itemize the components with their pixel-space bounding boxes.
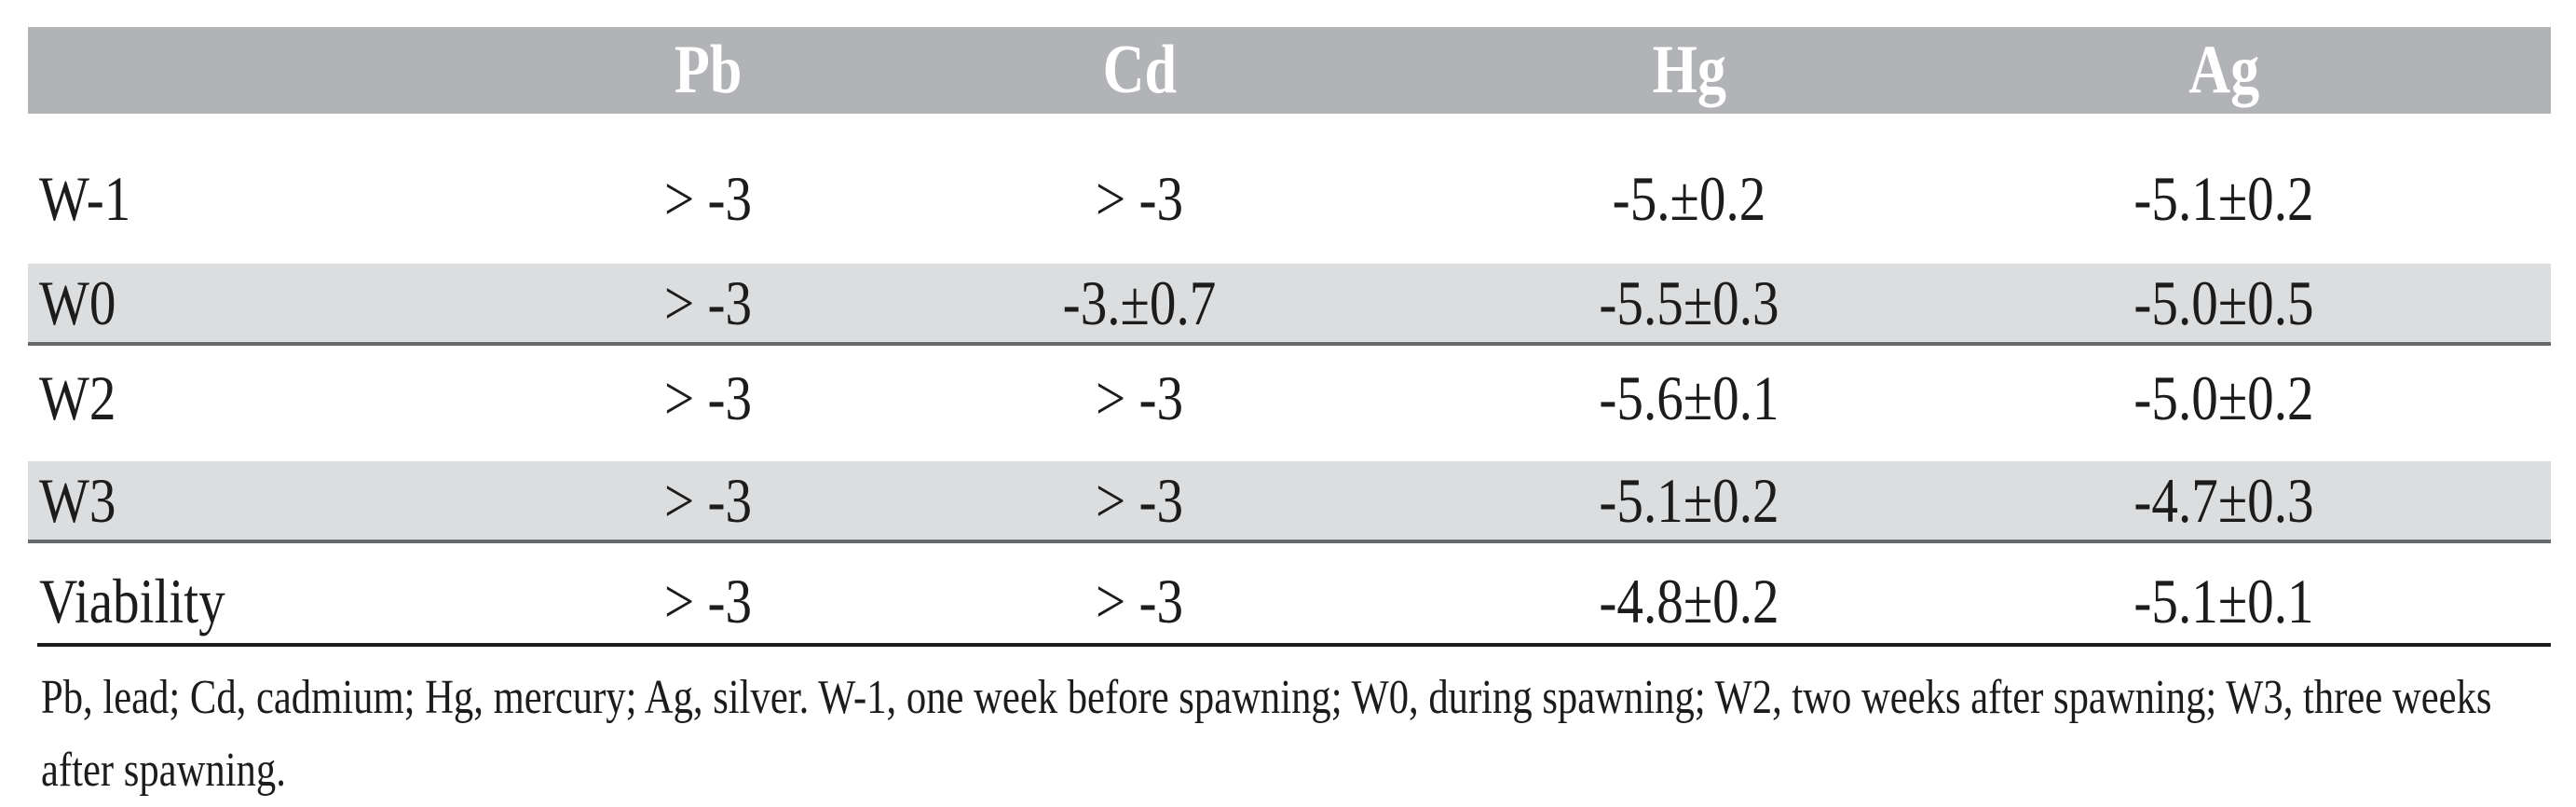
cell-w-1-ag: -5.1±0.2 (2133, 163, 2314, 234)
cell-viability-hg: -4.8±0.2 (1599, 566, 1779, 636)
cell-w2-pb: > -3 (663, 362, 753, 433)
column-header-cd: Cd (1102, 32, 1177, 108)
cell-viability-cd: > -3 (1095, 566, 1184, 636)
table-header-row: Pb Cd Hg Ag (28, 27, 2551, 114)
row-label-w2: W2 (39, 362, 116, 433)
cell-w0-hg: -5.5±0.3 (1599, 267, 1779, 338)
table-footnote-text: Pb, lead; Cd, cadmium; Hg, mercury; Ag, … (41, 671, 2492, 797)
cell-w2-ag: -5.0±0.2 (2133, 362, 2314, 433)
column-header-hg: Hg (1652, 32, 1726, 108)
cell-viability-pb: > -3 (663, 566, 753, 636)
table-row-viability: Viability > -3 > -3 -4.8±0.2 -5.1±0.1 (28, 543, 2551, 643)
table-row-w3: W3 > -3 > -3 -5.1±0.2 -4.7±0.3 (28, 461, 2551, 543)
cell-w3-pb: > -3 (663, 464, 753, 536)
row-label-w-1: W-1 (39, 163, 131, 234)
cell-w0-cd: -3.±0.7 (1062, 267, 1217, 338)
table-row-w-1: W-1 > -3 > -3 -5.±0.2 -5.1±0.2 (28, 114, 2551, 264)
cell-w-1-pb: > -3 (663, 163, 753, 234)
cell-w0-ag: -5.0±0.5 (2133, 267, 2314, 338)
table-row-w0: W0 > -3 -3.±0.7 -5.5±0.3 -5.0±0.5 (28, 264, 2551, 346)
cell-w2-hg: -5.6±0.1 (1599, 362, 1779, 433)
table-bottom-rule (37, 643, 2551, 647)
row-label-w3: W3 (39, 464, 116, 536)
cell-viability-ag: -5.1±0.1 (2133, 566, 2314, 636)
row-label-w0: W0 (39, 267, 116, 338)
cell-w3-cd: > -3 (1095, 464, 1184, 536)
cell-w-1-hg: -5.±0.2 (1612, 163, 1766, 234)
column-header-pb: Pb (674, 32, 743, 108)
cell-w2-cd: > -3 (1095, 362, 1184, 433)
row-label-viability: Viability (39, 566, 225, 636)
header-cell-empty (28, 31, 619, 110)
cell-w0-pb: > -3 (663, 267, 753, 338)
cell-w3-hg: -5.1±0.2 (1599, 464, 1779, 536)
cell-w-1-cd: > -3 (1095, 163, 1184, 234)
cell-w3-ag: -4.7±0.3 (2133, 464, 2314, 536)
table-row-w2: W2 > -3 > -3 -5.6±0.1 -5.0±0.2 (28, 346, 2551, 461)
column-header-ag: Ag (2188, 32, 2259, 108)
table-footnote: Pb, lead; Cd, cadmium; Hg, mercury; Ag, … (41, 662, 2576, 807)
